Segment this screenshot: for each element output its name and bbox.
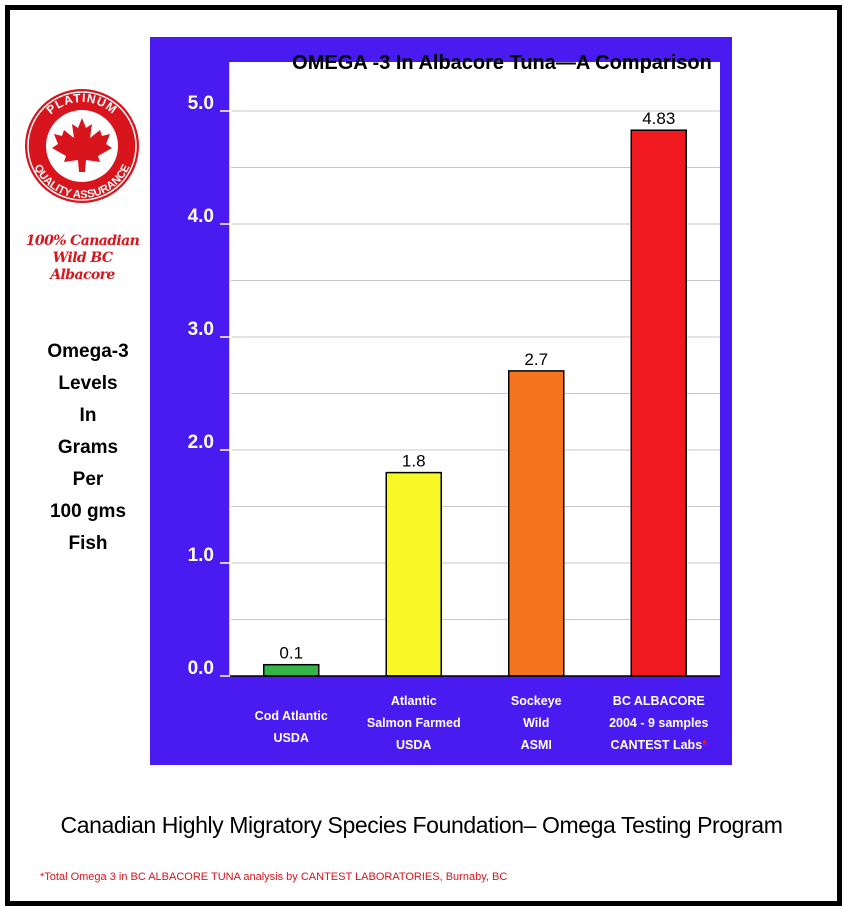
x-category-label: Wild: [523, 716, 549, 730]
x-category-label: Cod Atlantic: [255, 709, 328, 723]
logo-caption: 100% Canadian Wild BC Albacore: [20, 233, 145, 284]
y-axis-label-line: Grams: [57, 437, 119, 458]
y-tick-label: 2.0: [188, 432, 214, 453]
logo-caption-line2: Wild BC Albacore: [50, 250, 115, 283]
x-category-label: Atlantic: [391, 694, 437, 708]
footer-title: Canadian Highly Migratory Species Founda…: [60, 812, 783, 838]
bar: [508, 370, 565, 677]
y-axis-label-line: 100 gms: [49, 501, 127, 522]
x-category-label: USDA: [274, 731, 309, 745]
logo-caption-line1: 100% Canadian: [25, 233, 140, 249]
y-axis-label-line: Levels: [58, 373, 118, 394]
footnote: *Total Omega 3 in BC ALBACORE TUNA analy…: [40, 871, 508, 883]
bar-value-label: 2.7: [524, 350, 548, 369]
x-category-label: CANTEST Labs*: [610, 738, 707, 752]
y-axis-label-line: Omega-3: [47, 341, 129, 362]
chart-title: OMEGA -3 In Albacore Tuna—A Comparison: [292, 52, 712, 74]
y-tick-label: 1.0: [188, 545, 214, 566]
x-category-label: Sockeye: [511, 694, 562, 708]
bar-value-label: 0.1: [279, 644, 303, 663]
bar-value-label: 1.8: [402, 452, 426, 471]
bar: [263, 663, 320, 677]
y-axis-label-line: Fish: [68, 533, 108, 554]
y-tick-label: 0.0: [188, 658, 214, 679]
y-axis-label-line: Per: [72, 469, 104, 490]
y-tick-label: 4.0: [188, 206, 214, 227]
x-category-label: BC ALBACORE: [613, 694, 705, 708]
bar: [630, 129, 687, 677]
bar-value-label: 4.83: [642, 109, 675, 128]
y-tick-label: 3.0: [188, 319, 214, 340]
x-category-label: USDA: [396, 738, 431, 752]
x-category-label: 2004 - 9 samples: [609, 716, 708, 730]
platinum-quality-logo: PLATINUM QUALITY ASSURANCE 100% Canadian…: [20, 68, 140, 283]
y-tick-label: 5.0: [188, 93, 214, 114]
x-category-label: Salmon Farmed: [367, 716, 461, 730]
bar: [385, 471, 442, 677]
y-axis-label: Omega-3 Levels In Grams Per 100 gms Fish: [38, 336, 138, 560]
maple-leaf-icon: [25, 89, 139, 203]
y-axis-label-line: In: [79, 405, 97, 426]
footnote-marker: *: [702, 738, 707, 752]
x-category-label: ASMI: [521, 738, 552, 752]
